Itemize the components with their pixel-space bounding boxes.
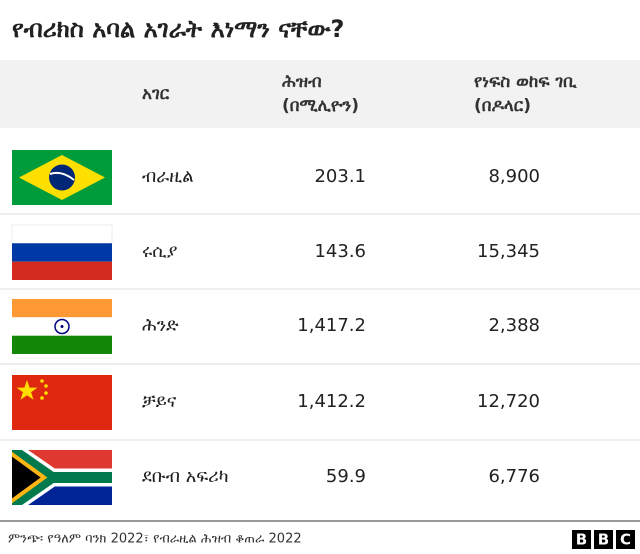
- title: የብሪክስ አባል አገራት እነማን ናቸው?: [12, 15, 344, 43]
- logo-box: [594, 530, 613, 549]
- flag-russia: [11, 224, 113, 280]
- header-cell: (በዶላር): [474, 96, 531, 116]
- logo-letter: B: [598, 531, 609, 549]
- flag-brazil: [12, 150, 112, 205]
- value-cell: 6,776: [488, 466, 540, 487]
- value-cell: 59.9: [326, 466, 366, 487]
- country-name: ደቡብ አፍሪካ: [142, 466, 229, 487]
- country-name: ቻይና: [142, 391, 177, 412]
- value-cell: 8,900: [488, 166, 540, 187]
- value-cell: 1,412.2: [297, 391, 366, 412]
- value-cell: 15,345: [477, 241, 540, 262]
- source: ምንጭ፡ የዓለም ባንክ 2022፣ የብራዚል ሕዝብ ቆጠራ 2022: [8, 532, 302, 547]
- header-band: [0, 60, 640, 128]
- value-cell: 203.1: [314, 166, 366, 187]
- value-cell: 2,388: [488, 315, 540, 336]
- logo-box: [572, 530, 591, 549]
- flag-china: [12, 375, 112, 430]
- header-cell: ሕዝብ: [282, 72, 322, 92]
- header-cell: (በሚሊዮን): [282, 96, 359, 116]
- row-separators: [0, 213, 640, 441]
- flag-india: [12, 299, 112, 354]
- value-cell: 1,417.2: [297, 315, 366, 336]
- country-name: ብራዚል: [142, 166, 194, 187]
- logo-box: [616, 530, 635, 549]
- country-name: ሕንድ: [142, 315, 179, 336]
- country-name: ሩሲያ: [142, 241, 178, 262]
- logo-letter: C: [620, 531, 631, 549]
- flag-south-africa: [12, 450, 112, 505]
- table: አገር ሕዝብ (በሚሊዮን) የነፍስ ወከፍ ገቢ (በዶላር) ብራዚል 203.1 8…: [142, 72, 578, 487]
- value-cell: 12,720: [477, 391, 540, 412]
- value-cell: 143.6: [314, 241, 366, 262]
- logo-letter: B: [576, 531, 587, 549]
- header-cell: የነፍስ ወከፍ ገቢ: [474, 72, 578, 92]
- header-cell: አገር: [142, 84, 170, 104]
